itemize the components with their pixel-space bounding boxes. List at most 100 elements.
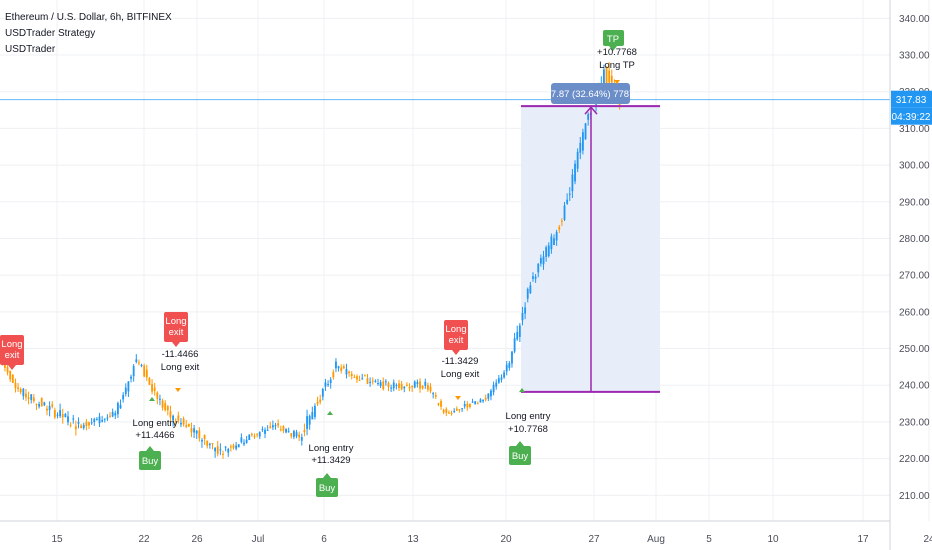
candle-body	[300, 436, 303, 441]
candle-body	[387, 382, 390, 388]
candle-body	[358, 379, 361, 381]
candle-body	[555, 232, 558, 241]
x-tick-label: 5	[706, 534, 712, 545]
candle-body	[6, 367, 9, 373]
candle-body	[11, 374, 14, 383]
candle-body	[101, 419, 104, 422]
entry3-label: Long entry	[506, 411, 551, 422]
exit1-badge-text: exit	[5, 350, 20, 361]
candle-body	[579, 142, 582, 153]
candle-body	[466, 403, 469, 408]
candle-body	[77, 421, 80, 424]
x-tick-label: 27	[588, 534, 600, 545]
entry2-badge-pointer	[323, 473, 331, 478]
tp-pnl: +10.7768	[597, 47, 637, 58]
entry2-pnl: +11.3429	[311, 455, 350, 466]
candle-body	[245, 439, 248, 443]
candle-body	[574, 163, 576, 182]
candle-body	[174, 420, 177, 422]
candle-body	[395, 384, 398, 386]
x-tick-label: 20	[500, 534, 512, 545]
candle-body	[526, 289, 529, 299]
y-tick-label: 220.00	[899, 454, 930, 465]
candle-body	[327, 384, 329, 386]
candle-body	[130, 376, 132, 379]
candle-body	[25, 393, 27, 398]
candle-body	[185, 424, 188, 427]
candle-body	[490, 390, 492, 397]
measure-label: 77.87 (32.64%) 7787	[546, 89, 635, 100]
candle-body	[553, 238, 555, 246]
exit2-badge	[164, 312, 188, 342]
candle-body	[563, 205, 566, 220]
exit3-pnl: -11.3429	[442, 356, 479, 367]
candle-body	[350, 373, 353, 376]
candle-body	[256, 433, 259, 435]
candle-body	[500, 377, 503, 380]
candle-body	[384, 381, 387, 383]
candle-body	[342, 366, 345, 369]
exit3-badge-text: Long	[445, 324, 466, 335]
exit2-badge-text: Long	[165, 316, 186, 327]
chart-title[interactable]: Ethereum / U.S. Dollar, 6h, BITFINEX	[5, 12, 172, 23]
candle-body	[340, 367, 343, 371]
candle-body	[243, 442, 245, 445]
candle-body	[403, 386, 406, 389]
candle-body	[88, 422, 90, 426]
candle-body	[348, 371, 351, 374]
candle-body	[442, 409, 445, 413]
tp-label: Long TP	[599, 60, 635, 71]
candle-body	[124, 387, 127, 394]
candle-body	[237, 444, 240, 448]
candle-body	[235, 445, 238, 449]
candle-body	[545, 247, 548, 257]
indicator-name[interactable]: USDTrader	[5, 44, 56, 55]
strategy-name[interactable]: USDTrader Strategy	[5, 28, 96, 39]
candle-body	[164, 403, 167, 411]
entry3-pnl: +10.7768	[508, 424, 548, 435]
entry3-badge-pointer	[516, 441, 524, 446]
entry3-badge-text: Buy	[512, 451, 529, 462]
candle-body	[511, 351, 513, 364]
measure-arrow-head	[584, 105, 598, 115]
candle-body	[426, 385, 429, 390]
candle-body	[484, 397, 487, 400]
candle-body	[187, 423, 190, 427]
candle-body	[201, 440, 203, 442]
y-tick-label: 230.00	[899, 417, 930, 428]
candle-body	[429, 386, 432, 392]
candle-body	[132, 366, 135, 377]
measure-label-box	[551, 83, 630, 104]
candle-body	[371, 380, 374, 382]
candle-body	[119, 404, 122, 409]
candle-body	[222, 453, 224, 455]
x-tick-label: Jul	[252, 534, 265, 545]
candle-body	[250, 434, 253, 436]
candle-body	[382, 381, 385, 390]
candle-body	[56, 414, 59, 416]
candle-body	[476, 403, 479, 405]
candle-body	[206, 440, 209, 446]
candle-body	[182, 418, 185, 425]
candle-body	[335, 361, 337, 369]
x-tick-label: 26	[191, 534, 203, 545]
candle-body	[363, 375, 366, 377]
candle-body	[85, 421, 88, 426]
x-tick-label: 22	[138, 534, 150, 545]
candle-body	[82, 425, 85, 429]
candle-body	[568, 193, 571, 195]
candle-body	[321, 388, 324, 397]
candle-body	[479, 399, 482, 403]
x-tick-label: 10	[767, 534, 779, 545]
candle-body	[537, 263, 540, 273]
candle-body	[114, 413, 117, 416]
candle-body	[356, 376, 358, 380]
candle-body	[64, 414, 67, 418]
candle-body	[603, 69, 605, 84]
entry3-badge	[509, 446, 531, 465]
candle-body	[584, 123, 587, 140]
candle-body	[111, 411, 114, 417]
candle-body	[269, 426, 272, 429]
